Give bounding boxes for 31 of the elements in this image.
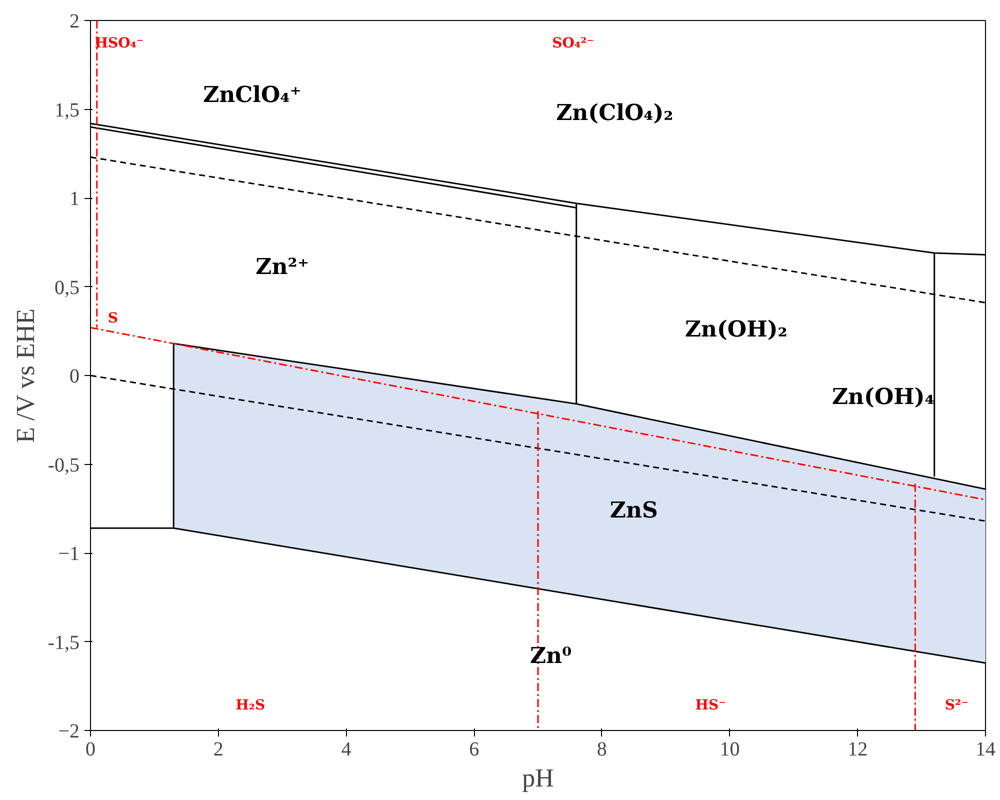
annotation: H₂S xyxy=(236,698,266,714)
x-tick-label: 14 xyxy=(976,738,996,760)
annotation: Zn(ClO₄)₂ xyxy=(556,100,674,126)
y-tick-label: -1,5 xyxy=(48,632,80,654)
annotation: ZnClO₄⁺ xyxy=(203,82,302,108)
y-tick-label: 2 xyxy=(70,10,80,32)
annotation: S xyxy=(108,310,118,327)
y-axis-title: E /V vs EHE xyxy=(10,308,40,444)
y-tick-label: −2 xyxy=(58,720,80,742)
annotation: S²⁻ xyxy=(944,698,969,714)
annotation: Zn²⁺ xyxy=(256,254,309,280)
x-tick-label: 8 xyxy=(596,738,607,760)
x-tick-label: 10 xyxy=(720,738,740,760)
annotation: HSO₄⁻ xyxy=(94,36,144,52)
x-tick-label: 2 xyxy=(213,738,224,760)
annotation: Zn(OH)₂ xyxy=(684,316,788,342)
y-tick-label: 1,5 xyxy=(54,99,80,122)
x-tick-label: 0 xyxy=(86,738,96,760)
x-tick-label: 12 xyxy=(848,738,868,760)
y-tick-label: -0,5 xyxy=(48,454,80,476)
y-tick-label: 1 xyxy=(70,188,80,210)
annotation: SO₄²⁻ xyxy=(552,36,594,52)
y-tick-label: 0,5 xyxy=(54,276,80,299)
y-tick-label: −1 xyxy=(58,543,80,565)
x-axis-title: pH xyxy=(522,764,554,792)
annotation: Zn⁰ xyxy=(530,642,572,669)
x-tick-label: 6 xyxy=(469,738,480,760)
x-tick-label: 4 xyxy=(341,738,352,760)
annotation: HS⁻ xyxy=(695,698,726,714)
y-tick-label: 0 xyxy=(70,366,80,388)
annotation: ZnS xyxy=(610,497,658,524)
